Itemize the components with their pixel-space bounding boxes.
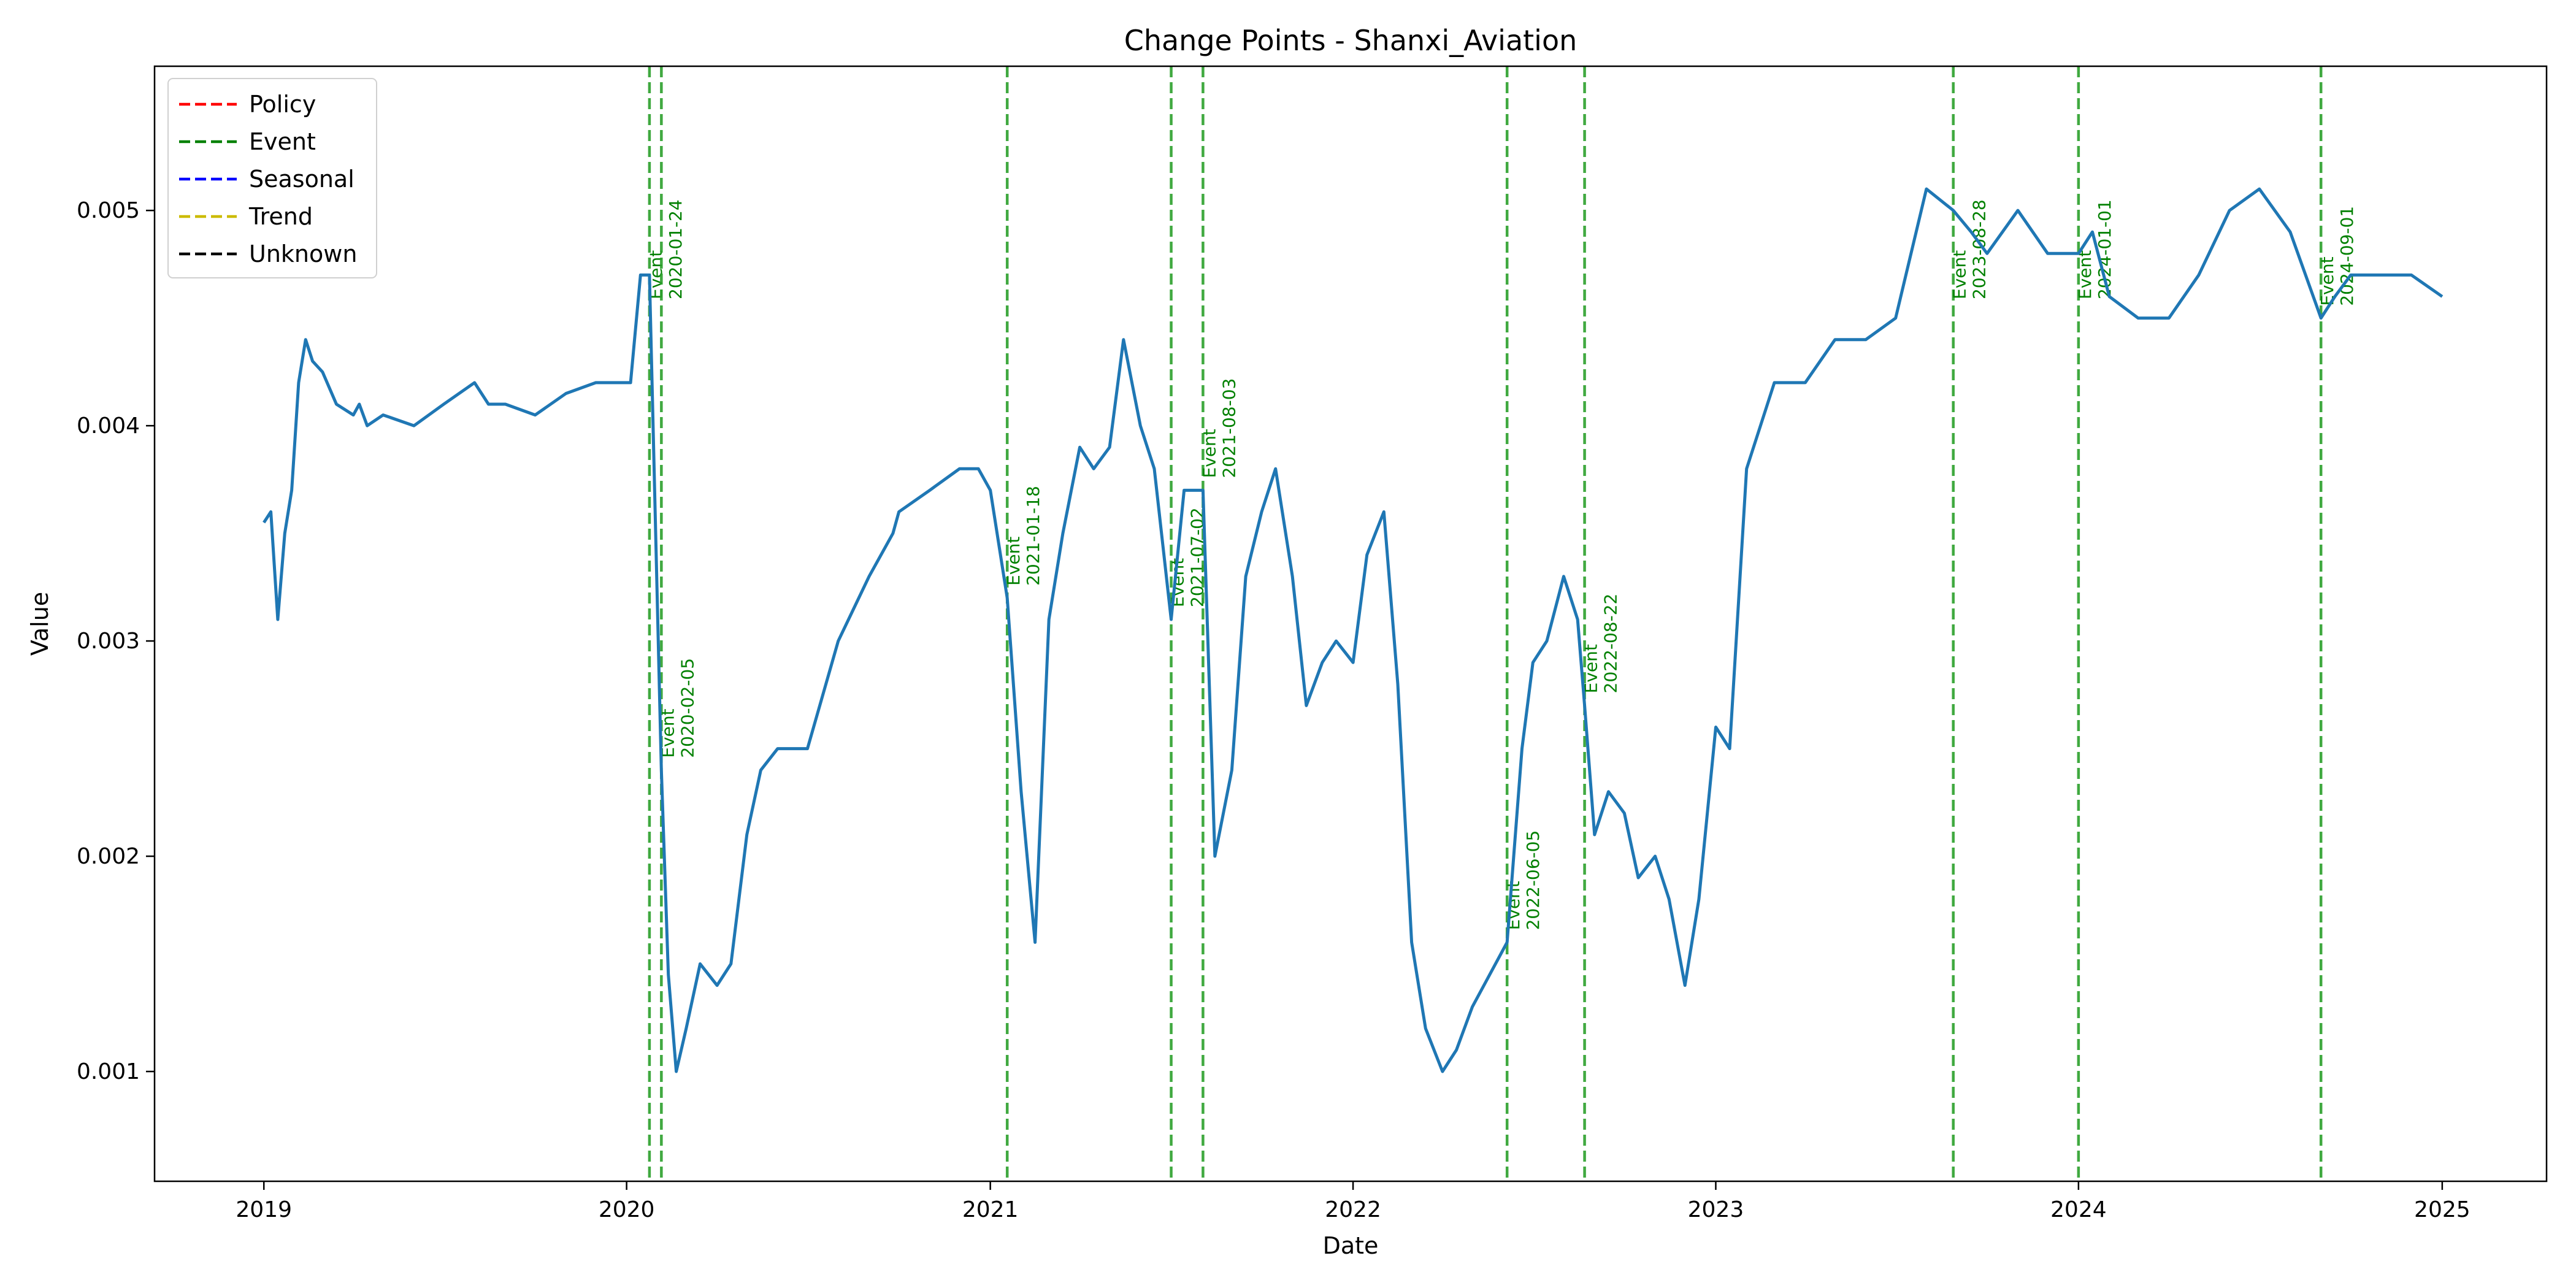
y-tick-label: 0.004 [77, 413, 140, 439]
x-tick-label: 2022 [1325, 1197, 1381, 1222]
change-point-label: Event [1503, 881, 1524, 930]
y-tick-label: 0.003 [77, 629, 140, 654]
x-tick-label: 2021 [962, 1197, 1019, 1222]
plot-frame [153, 65, 2548, 1183]
legend-label: Trend [248, 203, 313, 230]
change-point-label: Event [1003, 537, 1024, 586]
change-point-label: Event [1199, 429, 1219, 478]
x-tick-label: 2025 [2414, 1197, 2471, 1222]
x-tick-label: 2023 [1688, 1197, 1744, 1222]
legend-label: Event [249, 128, 316, 155]
x-tick-label: 2024 [2050, 1197, 2107, 1222]
y-tick-label: 0.001 [77, 1059, 140, 1084]
series-line [263, 187, 2444, 1073]
chart-title: Change Points - Shanxi_Aviation [1124, 24, 1577, 57]
change-point-date-label: 2022-06-05 [1523, 830, 1543, 930]
change-point-date-label: 2020-01-24 [665, 199, 686, 299]
x-axis: 2019 2020 2021 2022 2023 2024 2025 [236, 1181, 2471, 1222]
legend-box [167, 78, 377, 278]
change-point-label: Event [2075, 250, 2095, 299]
y-axis: 0.001 0.002 0.003 0.004 0.005 [77, 198, 155, 1084]
change-point-date-label: 2021-01-18 [1023, 486, 1043, 586]
change-point-label: Event [1950, 250, 1970, 299]
change-point-date-label: 2021-08-03 [1219, 378, 1239, 478]
x-tick-label: 2020 [599, 1197, 655, 1222]
legend-label: Policy [249, 91, 316, 118]
series-layer [263, 187, 2444, 1073]
plot-area [155, 66, 2547, 1181]
change-point-date-label: 2023-08-28 [1969, 199, 1990, 299]
y-axis-label: Value [26, 592, 53, 656]
change-point-date-label: 2020-02-05 [677, 658, 697, 758]
change-point-date-label: 2022-08-22 [1601, 594, 1621, 694]
legend-label: Seasonal [249, 166, 355, 193]
legend: Policy Event Seasonal Trend Unknown [167, 78, 377, 278]
y-tick-label: 0.002 [77, 844, 140, 869]
x-axis-label: Date [1323, 1232, 1379, 1259]
y-tick-label: 0.005 [77, 198, 140, 223]
x-tick-label: 2019 [236, 1197, 292, 1222]
legend-label: Unknown [249, 240, 357, 267]
